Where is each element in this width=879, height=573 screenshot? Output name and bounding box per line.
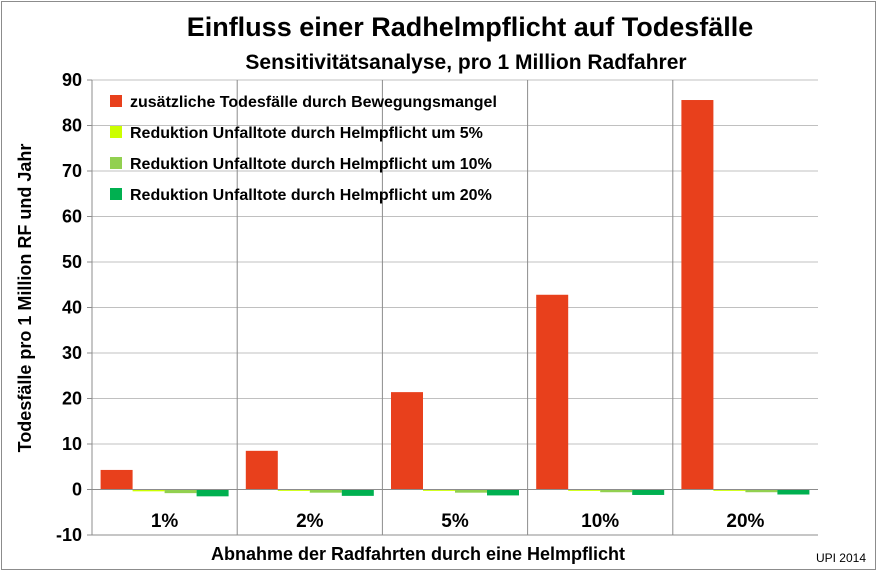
bar-3-4: [600, 489, 633, 493]
y-tick-label: -10: [56, 525, 82, 545]
legend-swatch-2: [110, 126, 122, 138]
y-axis-title: Todesfälle pro 1 Million RF und Jahr: [15, 144, 35, 453]
y-tick-label: 20: [62, 389, 82, 409]
category-label: 5%: [441, 511, 469, 532]
legend-swatch-3: [110, 157, 122, 169]
legend-label-1: zusätzliche Todesfälle durch Bewegungsma…: [130, 94, 497, 111]
axes: [87, 79, 818, 536]
bar-3-2: [309, 489, 342, 493]
bar-2-1: [132, 489, 165, 492]
bar-2-4: [568, 489, 601, 491]
bar-1-5: [681, 100, 714, 490]
y-tick-label: 0: [72, 480, 82, 500]
category-label: 10%: [581, 511, 619, 532]
y-tick-label: 60: [62, 207, 82, 227]
bar-2-2: [277, 489, 310, 491]
y-tick-labels: -10 0 10 20 30 40 50 60 70 80 90: [56, 70, 82, 545]
bar-3-3: [455, 489, 487, 493]
category-label: 1%: [151, 511, 179, 532]
y-tick-label: 70: [62, 161, 82, 181]
bar-1-2: [245, 450, 278, 490]
category-separators: [236, 80, 674, 535]
y-tick-label: 80: [62, 116, 82, 136]
bar-3-1: [164, 489, 197, 494]
bar-3-5: [745, 489, 778, 493]
bars: [100, 100, 810, 497]
chart-subtitle: Sensitivitätsanalyse, pro 1 Million Radf…: [245, 51, 686, 74]
bar-1-3: [391, 392, 423, 490]
y-tick-label: 40: [62, 298, 82, 318]
legend-label-2: Reduktion Unfalltote durch Helmpflicht u…: [130, 125, 483, 142]
y-tick-label: 30: [62, 343, 82, 363]
bar-4-5: [777, 489, 810, 495]
bar-4-2: [341, 489, 374, 496]
bar-4-1: [196, 489, 229, 497]
bar-4-3: [487, 489, 519, 496]
bar-2-5: [713, 489, 746, 491]
legend: zusätzliche Todesfälle durch Bewegungsma…: [110, 94, 497, 204]
y-tick-label: 10: [62, 434, 82, 454]
bar-1-1: [100, 469, 133, 490]
bar-4-4: [632, 489, 665, 495]
legend-label-4: Reduktion Unfalltote durch Helmpflicht u…: [130, 187, 492, 204]
legend-swatch-1: [110, 95, 122, 107]
credit-label: UPI 2014: [816, 551, 866, 565]
chart-title: Einfluss einer Radhelmpflicht auf Todesf…: [187, 12, 754, 42]
legend-label-3: Reduktion Unfalltote durch Helmpflicht u…: [130, 156, 492, 173]
y-tick-label: 50: [62, 252, 82, 272]
legend-swatch-4: [110, 188, 122, 200]
bar-2-3: [423, 489, 455, 491]
y-tick-label: 90: [62, 70, 82, 90]
bar-1-4: [536, 294, 569, 490]
x-axis-title: Abnahme der Radfahrten durch eine Helmpf…: [211, 544, 625, 564]
category-labels: 1% 2% 5% 10% 20%: [151, 511, 765, 532]
category-label: 20%: [726, 511, 764, 532]
category-label: 2%: [296, 511, 324, 532]
